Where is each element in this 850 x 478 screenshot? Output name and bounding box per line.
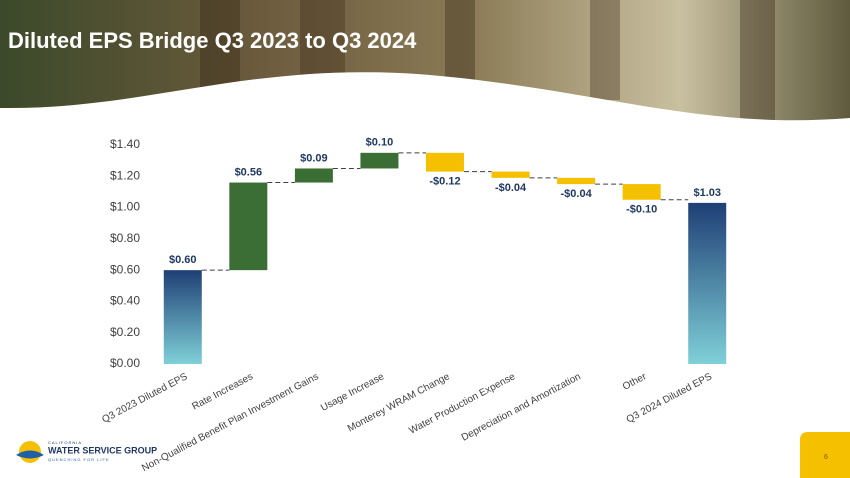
y-tick-label: $1.00 (110, 200, 140, 214)
logo-name: WATER SERVICE GROUP (48, 445, 157, 455)
y-tick-label: $1.40 (110, 137, 140, 151)
value-label: $1.03 (693, 187, 721, 199)
value-label: $0.09 (300, 152, 328, 164)
page-tab (800, 432, 850, 478)
logo-tagline: QUENCHING FOR LIFE (48, 457, 110, 462)
value-label: -$0.04 (495, 182, 527, 194)
increase-bar (229, 182, 268, 271)
y-tick-label: $0.60 (110, 262, 140, 276)
decrease-bar (557, 177, 596, 185)
value-label: -$0.10 (626, 204, 657, 216)
logo-top: CALIFORNIA (48, 440, 82, 445)
total-bar (688, 202, 727, 364)
decrease-bar (622, 184, 661, 200)
y-tick-label: $1.20 (110, 168, 140, 182)
increase-bar (294, 168, 333, 183)
logo-wave (16, 450, 44, 459)
y-tick-label: $0.00 (110, 356, 140, 370)
y-tick-label: $0.80 (110, 231, 140, 245)
header-wave (0, 72, 850, 478)
value-label: -$0.04 (561, 188, 593, 200)
y-tick-label: $0.40 (110, 294, 140, 308)
value-label: $0.10 (366, 137, 394, 149)
value-label: $0.60 (169, 254, 197, 266)
total-bar (163, 270, 202, 364)
decrease-bar (491, 171, 530, 178)
chart-title: Diluted EPS Bridge Q3 2023 to Q3 2024 (8, 28, 417, 53)
value-label: $0.56 (235, 166, 263, 178)
logo: CALIFORNIA WATER SERVICE GROUP QUENCHING… (16, 440, 157, 463)
decrease-bar (426, 152, 464, 172)
value-label: -$0.12 (429, 175, 460, 187)
y-tick-label: $0.20 (110, 325, 140, 339)
page-number: 6 (824, 454, 828, 461)
increase-bar (360, 152, 399, 169)
